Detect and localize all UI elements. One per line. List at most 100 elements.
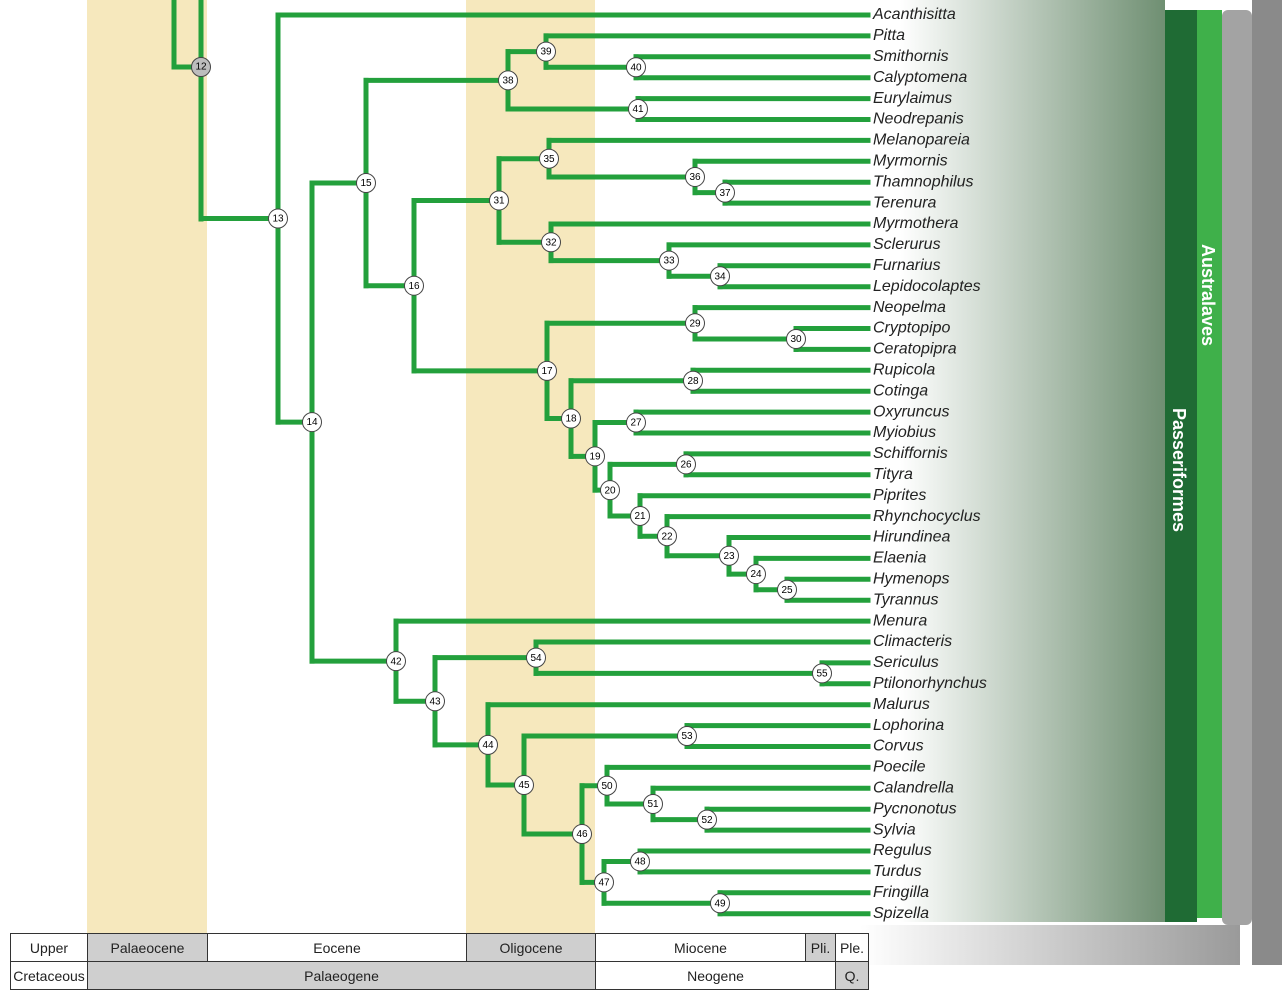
taxon-label: Melanopareia — [873, 132, 970, 149]
taxon-label: Sclerurus — [873, 236, 941, 253]
taxon-label: Schiffornis — [873, 445, 948, 462]
taxon-label: Pycnonotus — [873, 800, 957, 817]
taxon-label: Lepidocolaptes — [873, 278, 981, 295]
gray-foot — [860, 925, 1240, 965]
palaeocene-band — [87, 0, 207, 933]
node-label: 49 — [714, 898, 726, 909]
node-label: 46 — [576, 829, 588, 840]
taxon-label: Ceratopipra — [873, 341, 957, 358]
taxon-label: Turdus — [873, 863, 922, 880]
timescale-cell: Palaeogene — [87, 961, 596, 990]
taxon-label: Ptilonorhynchus — [873, 675, 987, 692]
outer-gray-bar — [1252, 0, 1282, 965]
taxon-label: Poecile — [873, 759, 926, 776]
taxon-label: Tyrannus — [873, 591, 939, 608]
taxon-label: Regulus — [873, 842, 932, 859]
taxon-label: Cryptopipo — [873, 320, 950, 337]
taxon-label: Calandrella — [873, 780, 954, 797]
node-label: 30 — [790, 334, 802, 345]
taxon-label: Myiobius — [873, 424, 936, 441]
taxon-label: Terenura — [873, 194, 937, 211]
node-label: 38 — [502, 75, 514, 86]
taxon-label: Tityra — [873, 466, 913, 483]
taxon-label: Oxyruncus — [873, 403, 949, 420]
page: Australaves Passeriformes Acanthisitta Pi… — [0, 0, 1282, 989]
node-label: 48 — [634, 857, 646, 868]
taxon-label: Spizella — [873, 905, 929, 922]
node-label: 34 — [714, 271, 726, 282]
taxon-label: Rupicola — [873, 362, 935, 379]
node-label: 24 — [750, 569, 762, 580]
node-label: 41 — [632, 104, 644, 115]
timescale-cell: Cretaceous — [10, 961, 88, 990]
node-label: 53 — [681, 731, 693, 742]
taxon-label: Eurylaimus — [873, 90, 952, 107]
node-label: 22 — [661, 531, 673, 542]
node-label: 19 — [589, 451, 601, 462]
node-label: 28 — [687, 376, 699, 387]
node-label: 37 — [719, 188, 731, 199]
timescale-cell: Pli. — [805, 933, 836, 962]
node-label: 18 — [565, 414, 577, 425]
timescale-cell: Palaeocene — [87, 933, 208, 962]
node-label: 44 — [482, 740, 494, 751]
node-label: 23 — [723, 551, 735, 562]
taxon-label: Piprites — [873, 487, 926, 504]
taxon-label: Neodrepanis — [873, 111, 964, 128]
timescale-cell: Q. — [835, 961, 869, 990]
node-label: 26 — [680, 459, 692, 470]
node-label: 43 — [429, 696, 441, 707]
node-label: 36 — [689, 172, 701, 183]
node-label: 45 — [518, 780, 530, 791]
node-label: 33 — [663, 256, 675, 267]
taxon-label: Sylvia — [873, 821, 916, 838]
node-label: 25 — [781, 585, 793, 596]
node-label: 50 — [601, 781, 613, 792]
taxon-label: Menura — [873, 612, 927, 629]
node-label: 52 — [701, 815, 713, 826]
taxon-label: Hirundinea — [873, 529, 950, 546]
clade-label: Passeriformes — [1169, 408, 1189, 532]
taxon-label: Lophorina — [873, 717, 944, 734]
node-label: 42 — [390, 656, 402, 667]
taxon-label: Malurus — [873, 696, 930, 713]
taxon-label: Climacteris — [873, 633, 952, 650]
taxon-label: Smithornis — [873, 48, 949, 65]
taxon-label: Elaenia — [873, 550, 926, 567]
node-label: 31 — [493, 196, 505, 207]
node-label: 20 — [604, 485, 616, 496]
node-label: 16 — [408, 281, 420, 292]
taxon-label: Myrmornis — [873, 153, 948, 170]
australaves-bar — [1197, 10, 1222, 918]
node-label: 32 — [545, 237, 557, 248]
node-label: 17 — [541, 366, 553, 377]
gray-bar — [1222, 10, 1252, 925]
node-label: 13 — [272, 214, 284, 225]
timescale-cell: Oligocene — [466, 933, 596, 962]
taxon-label: Thamnophilus — [873, 173, 974, 190]
node-label: 15 — [360, 178, 372, 189]
node-label: 29 — [689, 318, 701, 329]
taxon-label: Myrmothera — [873, 215, 958, 232]
taxon-label: Rhynchocyclus — [873, 508, 981, 525]
node-label: 39 — [540, 47, 552, 58]
node-label: 40 — [630, 62, 642, 73]
node-label: 21 — [634, 511, 646, 522]
clade-label: Australaves — [1198, 244, 1218, 346]
taxon-label: Neopelma — [873, 299, 946, 316]
timescale-cell: Upper — [10, 933, 88, 962]
timescale-cell: Miocene — [595, 933, 806, 962]
node-label: 12 — [195, 62, 207, 73]
node-label: 55 — [816, 668, 828, 679]
node-label: 35 — [543, 154, 555, 165]
taxon-label: Pitta — [873, 27, 905, 44]
taxon-label: Cotinga — [873, 382, 928, 399]
taxon-label: Hymenops — [873, 571, 949, 588]
node-label: 47 — [598, 877, 610, 888]
timescale-cell: Ple. — [835, 933, 869, 962]
taxon-label: Corvus — [873, 738, 924, 755]
node-label: 14 — [306, 417, 318, 428]
taxon-label: Furnarius — [873, 257, 941, 274]
taxon-label: Fringilla — [873, 884, 929, 901]
taxon-label: Acanthisitta — [872, 6, 956, 23]
